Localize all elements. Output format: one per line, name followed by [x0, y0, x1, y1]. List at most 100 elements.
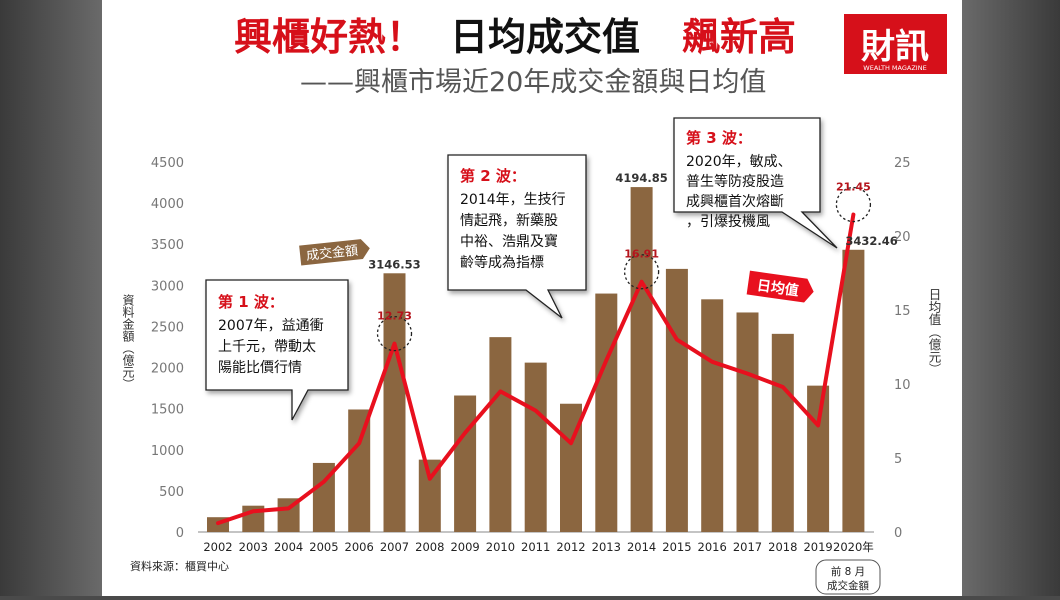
left-tick-label: 1500	[151, 403, 184, 418]
bar-2004	[277, 498, 300, 532]
x-tick-label: 2019	[803, 540, 832, 554]
right-tick-labels: 0 5 10 15 20 25	[894, 156, 911, 541]
x-tick-label: 2003	[239, 540, 268, 554]
line-value-label-2014: 16.91	[624, 248, 659, 261]
bar-2007	[383, 273, 406, 532]
bars-legend-tag: 成交金額	[299, 239, 370, 266]
bar-2016	[701, 299, 724, 532]
footnote-badge: 前 8 月 成交金額	[815, 559, 881, 595]
line-point-2010	[498, 389, 502, 393]
line-point-2003	[251, 509, 255, 513]
line-series	[216, 212, 856, 526]
line-point-2002	[216, 521, 220, 525]
left-tick-label: 4500	[151, 156, 184, 171]
right-axis-title-text: 日均值（億元）	[927, 288, 942, 376]
left-tick-label: 2000	[151, 362, 184, 377]
bar-value-label-2007: 3146.53	[368, 257, 420, 271]
callout-3-line-2: 普生等防疫股造	[686, 173, 784, 190]
peak-highlight-2014	[623, 254, 660, 290]
x-tick-label: 2008	[415, 540, 444, 554]
right-tick-label: 10	[894, 378, 911, 393]
bar-2020年	[842, 249, 865, 532]
line-point-2009	[463, 431, 467, 435]
logo-background	[844, 14, 947, 74]
bar-2017	[736, 312, 759, 532]
bar-2015	[665, 268, 688, 532]
line-point-2011	[534, 409, 538, 413]
callout-2-line-4: 齡等成為指標	[460, 254, 544, 271]
left-axis-title: 資料金額（億元）	[121, 294, 135, 390]
x-tick-label: 2011	[521, 540, 550, 554]
headline-part-3: 飆新高	[682, 15, 796, 59]
line-value-label-2007: 12.73	[377, 310, 412, 323]
x-tick-label: 2017	[733, 540, 762, 554]
left-tick-labels: 0 500 1000 1500 2000 2500 3000 3500 4000 4500	[151, 156, 184, 541]
x-tick-label: 2004	[274, 540, 303, 554]
value-labels: 3146.53 12.73 4194.85 16.91 3432.46 21.45	[368, 171, 898, 352]
x-tick-label: 2020年	[833, 540, 874, 554]
bar-2010	[489, 337, 512, 532]
line-point-2017	[745, 372, 750, 376]
bars-legend-text: 成交金額	[305, 243, 358, 264]
right-backdrop	[962, 0, 1060, 596]
callout-3-title: 第 3 波：	[686, 129, 752, 147]
callout-2-line-3: 中裕、浩鼎及寶	[460, 234, 558, 250]
x-tick-label: 2014	[627, 540, 656, 554]
callout-1-line-2: 上千元，帶動太	[218, 339, 316, 355]
chart-canvas: 興櫃好熱！ 日均成交值 飆新高 ——興櫃市場近20年成交金額與日均值 財訊 WE…	[121, 14, 947, 595]
x-tick-label: 2005	[309, 540, 338, 554]
bar-2006	[348, 409, 371, 532]
right-tick-label: 25	[894, 156, 911, 171]
x-tick-labels: 2002 2003 2004 2005 2006 2007 2008 2009 2010 2011…	[203, 540, 873, 554]
callout-wave-3	[673, 117, 838, 249]
bar-2018	[771, 333, 794, 532]
callout-wave-2	[447, 154, 587, 319]
line-point-2019	[816, 423, 820, 428]
line-point-2005	[322, 480, 326, 484]
x-tick-label: 2012	[556, 540, 585, 554]
bar-2014	[630, 187, 653, 532]
x-tick-label: 2006	[345, 540, 374, 554]
left-tick-label: 500	[159, 485, 184, 500]
x-tick-label: 2013	[592, 540, 621, 554]
line-legend-text: 日均值	[756, 277, 800, 300]
callout-2-line-2: 情起飛，新藥股	[460, 213, 558, 229]
line-point-2007	[392, 341, 397, 346]
line-point-2012	[569, 441, 573, 445]
line-point-2014	[640, 280, 644, 284]
peak-highlight-2007	[376, 315, 413, 352]
right-axis-title: 日均值（億元）	[927, 288, 942, 376]
brand-logo: 財訊 WEALTH MAGAZINE	[844, 14, 947, 74]
line-point-2008	[428, 477, 432, 481]
x-tick-label: 2007	[380, 540, 409, 554]
callout-1-line-1: 2007年，益通衝	[218, 318, 324, 334]
bar-2011	[524, 362, 547, 532]
peak-highlight-2020年	[835, 186, 872, 223]
bar-value-label-2020年: 3432.46	[845, 234, 897, 248]
callout-3-line-4: ，引爆投機風	[686, 214, 770, 230]
line-point-2004	[287, 506, 291, 510]
headline-part-1: 興櫃好熱！	[234, 15, 424, 59]
x-tick-label: 2009	[450, 540, 479, 554]
bar-2008	[418, 459, 441, 532]
right-tick-label: 5	[894, 452, 902, 467]
infographic-card: 興櫃好熱！ 日均成交值 飆新高 ——興櫃市場近20年成交金額與日均值 財訊 WE…	[102, 0, 962, 596]
logo-tagline: WEALTH MAGAZINE	[863, 64, 926, 72]
x-tick-label: 2002	[203, 540, 232, 554]
line-point-2015	[675, 338, 679, 342]
right-tick-label: 20	[894, 230, 911, 245]
line-legend-tag: 日均值	[746, 270, 814, 303]
bar-2005	[312, 462, 335, 532]
right-tick-label: 0	[894, 526, 902, 541]
callout-wave-1	[205, 279, 349, 421]
left-tick-label: 2500	[151, 320, 184, 335]
left-tick-label: 4000	[151, 197, 184, 212]
callout-3-line-3: 成興櫃首次熔斷	[686, 194, 784, 210]
line-point-2006	[357, 441, 361, 445]
headline-subtitle: ——興櫃市場近20年成交金額與日均值	[300, 67, 766, 98]
left-tick-label: 3000	[151, 279, 184, 294]
left-tick-label: 3500	[151, 238, 184, 253]
logo-text: 財訊	[861, 27, 929, 67]
line-point-2018	[781, 385, 785, 389]
